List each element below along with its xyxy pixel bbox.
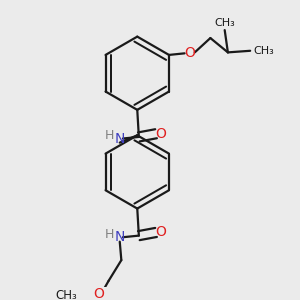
Text: O: O	[94, 286, 104, 300]
Text: CH₃: CH₃	[254, 46, 274, 56]
Text: O: O	[184, 46, 195, 60]
Text: H: H	[105, 129, 115, 142]
Text: N: N	[115, 131, 125, 146]
Text: O: O	[156, 225, 167, 239]
Text: CH₃: CH₃	[55, 289, 77, 300]
Text: H: H	[105, 227, 115, 241]
Text: CH₃: CH₃	[214, 17, 235, 28]
Text: N: N	[115, 230, 125, 244]
Text: O: O	[156, 127, 167, 141]
